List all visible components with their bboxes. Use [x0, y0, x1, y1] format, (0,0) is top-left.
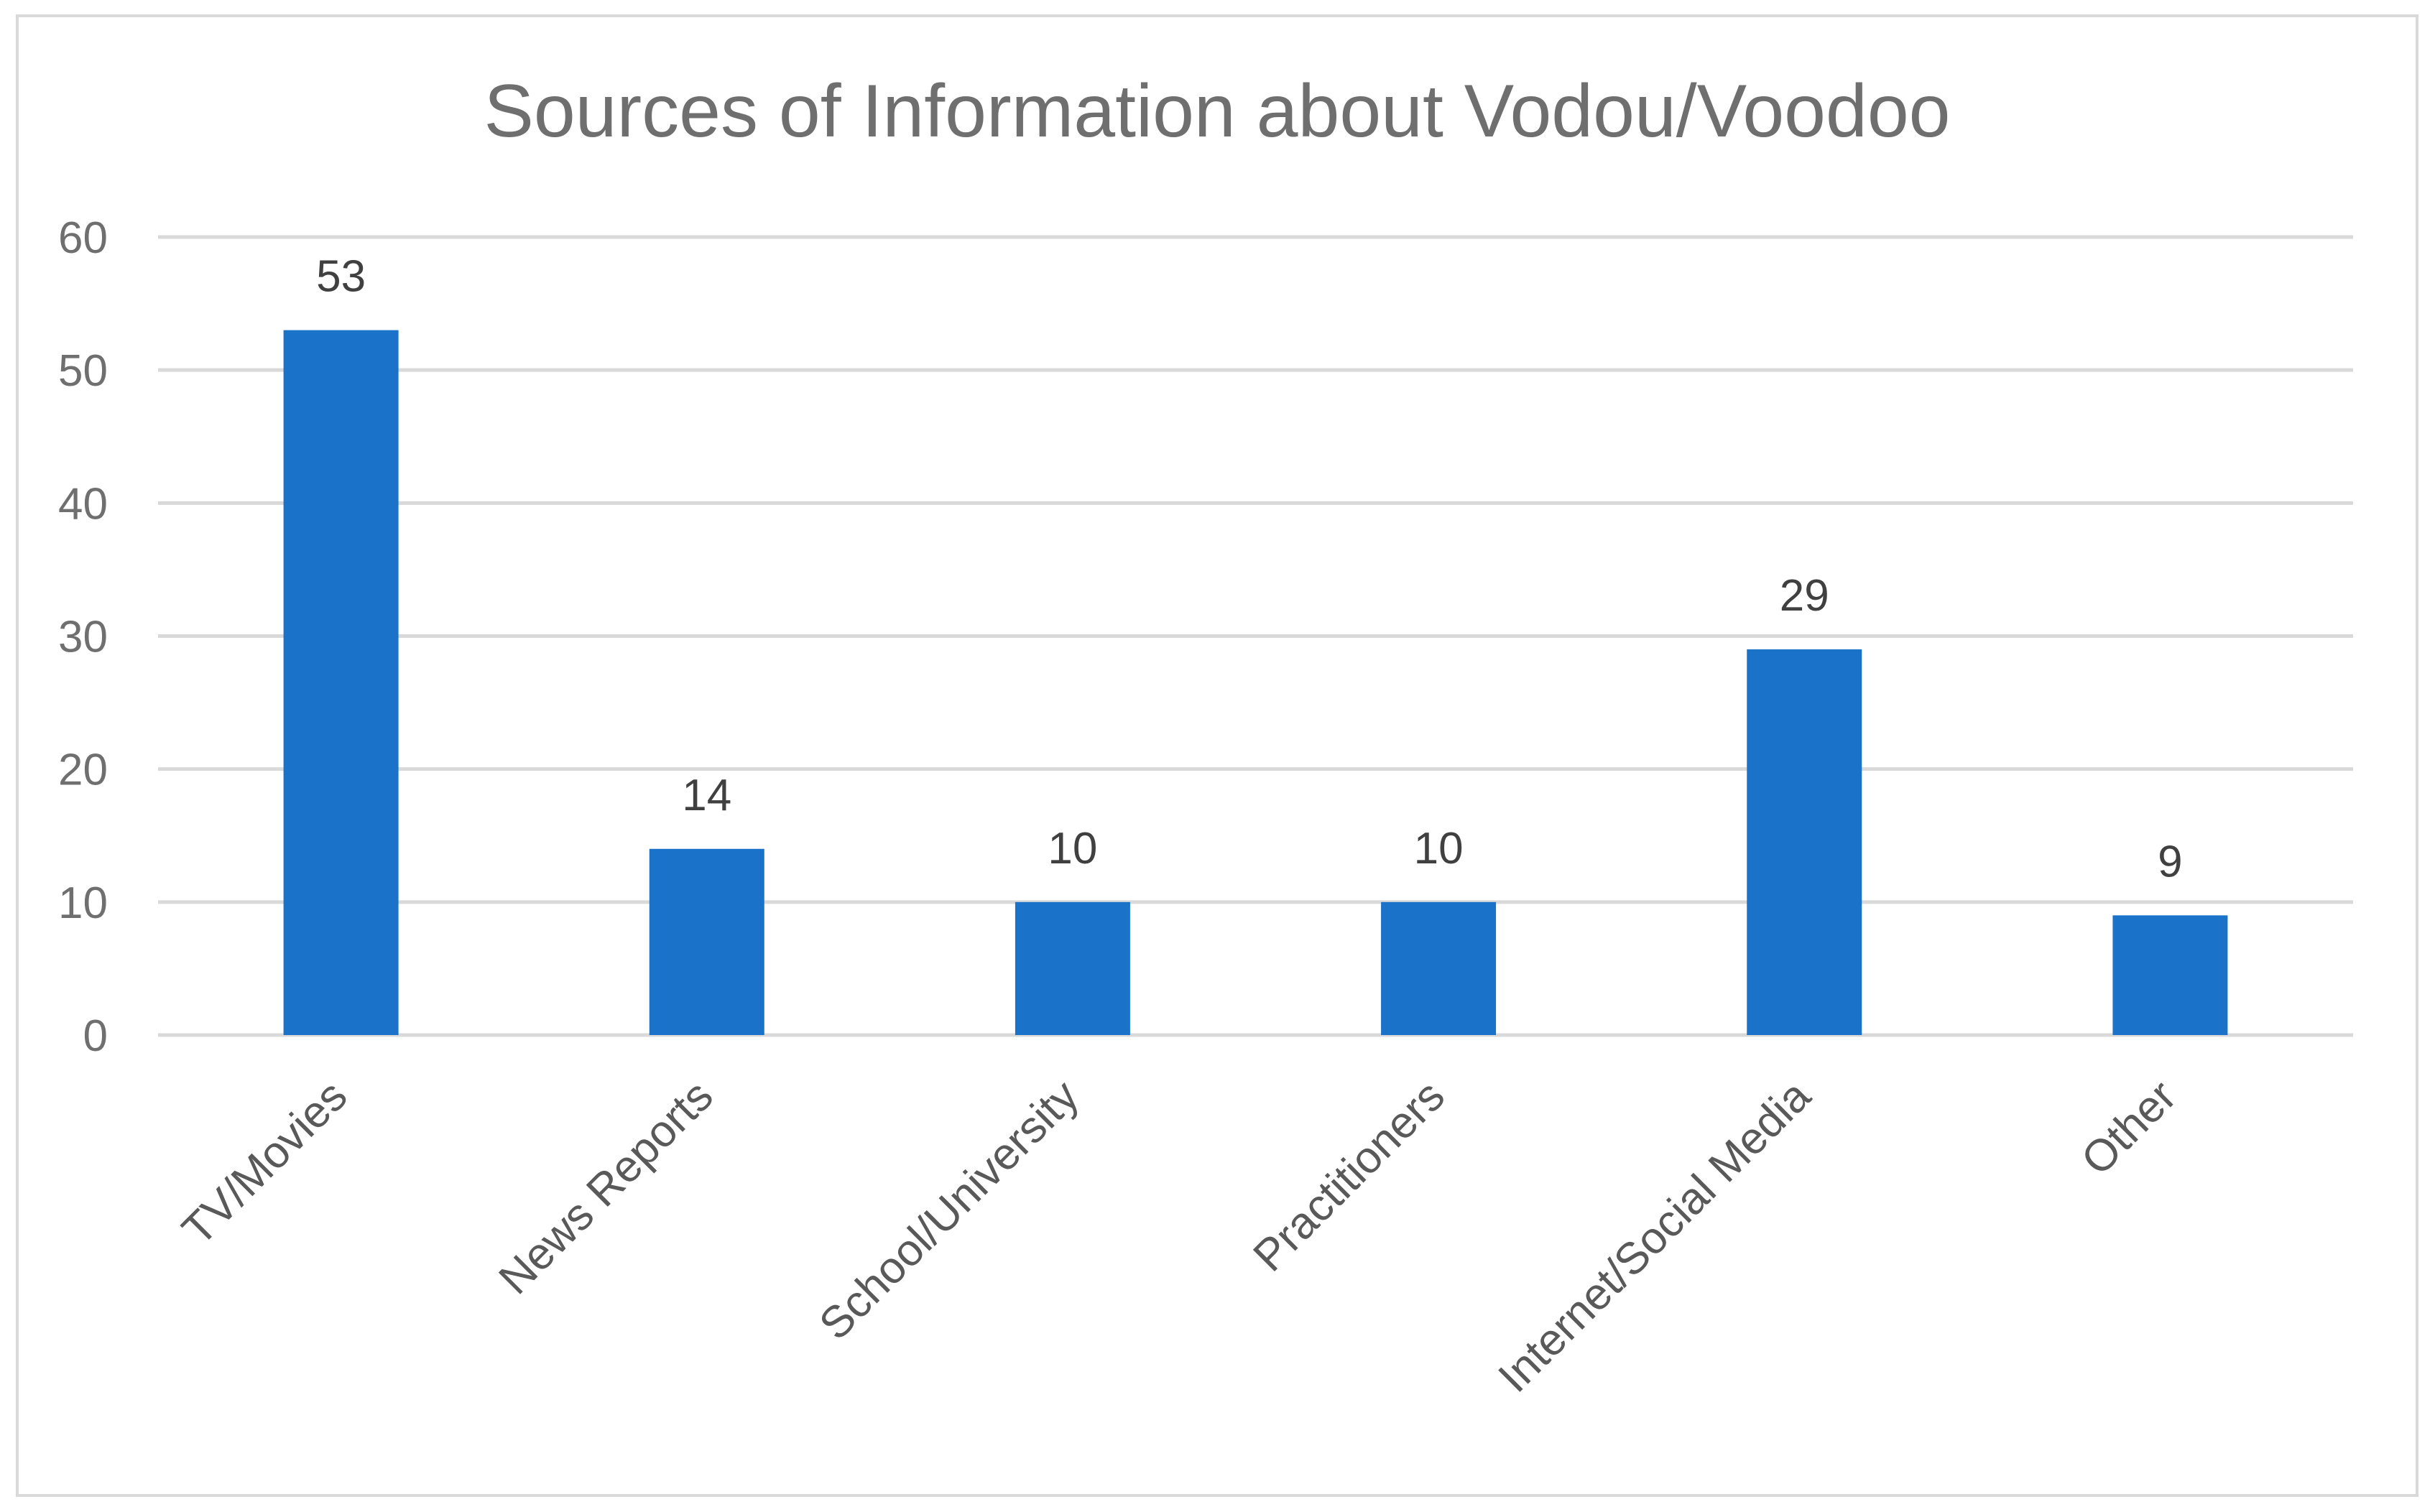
- data-label: 9: [2158, 837, 2182, 886]
- bars: [283, 330, 2228, 1035]
- bar: [1747, 649, 1862, 1035]
- bar: [1381, 901, 1497, 1035]
- data-labels: 53 14 10 10 29 9: [316, 252, 2183, 887]
- y-tick-label: 50: [58, 346, 108, 396]
- bar: [649, 848, 764, 1035]
- x-tick-label: School/University: [810, 1071, 1088, 1349]
- x-axis-ticks: TV/Movies News Reports School/University Pr…: [173, 1071, 2186, 1402]
- x-tick-label: News Reports: [490, 1071, 723, 1304]
- y-tick-label: 0: [83, 1011, 108, 1061]
- y-tick-label: 20: [58, 746, 108, 795]
- y-tick-label: 60: [58, 213, 108, 263]
- y-axis-ticks: 0 10 20 30 40 50 60: [58, 213, 108, 1061]
- x-tick-label: Internet/Social Media: [1489, 1071, 1821, 1402]
- x-tick-label: Other: [2072, 1071, 2186, 1184]
- data-label: 10: [1048, 824, 1097, 873]
- gridlines: [158, 235, 2353, 1037]
- bar: [1015, 901, 1130, 1035]
- data-label: 14: [682, 771, 731, 820]
- x-tick-label: Practitioners: [1244, 1071, 1454, 1281]
- y-tick-label: 30: [58, 613, 108, 662]
- bar: [283, 330, 399, 1035]
- chart-frame: [16, 14, 2418, 1497]
- data-label: 10: [1414, 824, 1464, 873]
- x-tick-label: TV/Movies: [173, 1071, 357, 1255]
- y-tick-label: 40: [58, 479, 108, 529]
- chart-title: Sources of Information about Vodou/Voodo…: [484, 70, 1950, 153]
- bar: [2112, 915, 2228, 1035]
- data-label: 53: [316, 252, 366, 302]
- data-label: 29: [1780, 571, 1829, 621]
- y-tick-label: 10: [58, 878, 108, 928]
